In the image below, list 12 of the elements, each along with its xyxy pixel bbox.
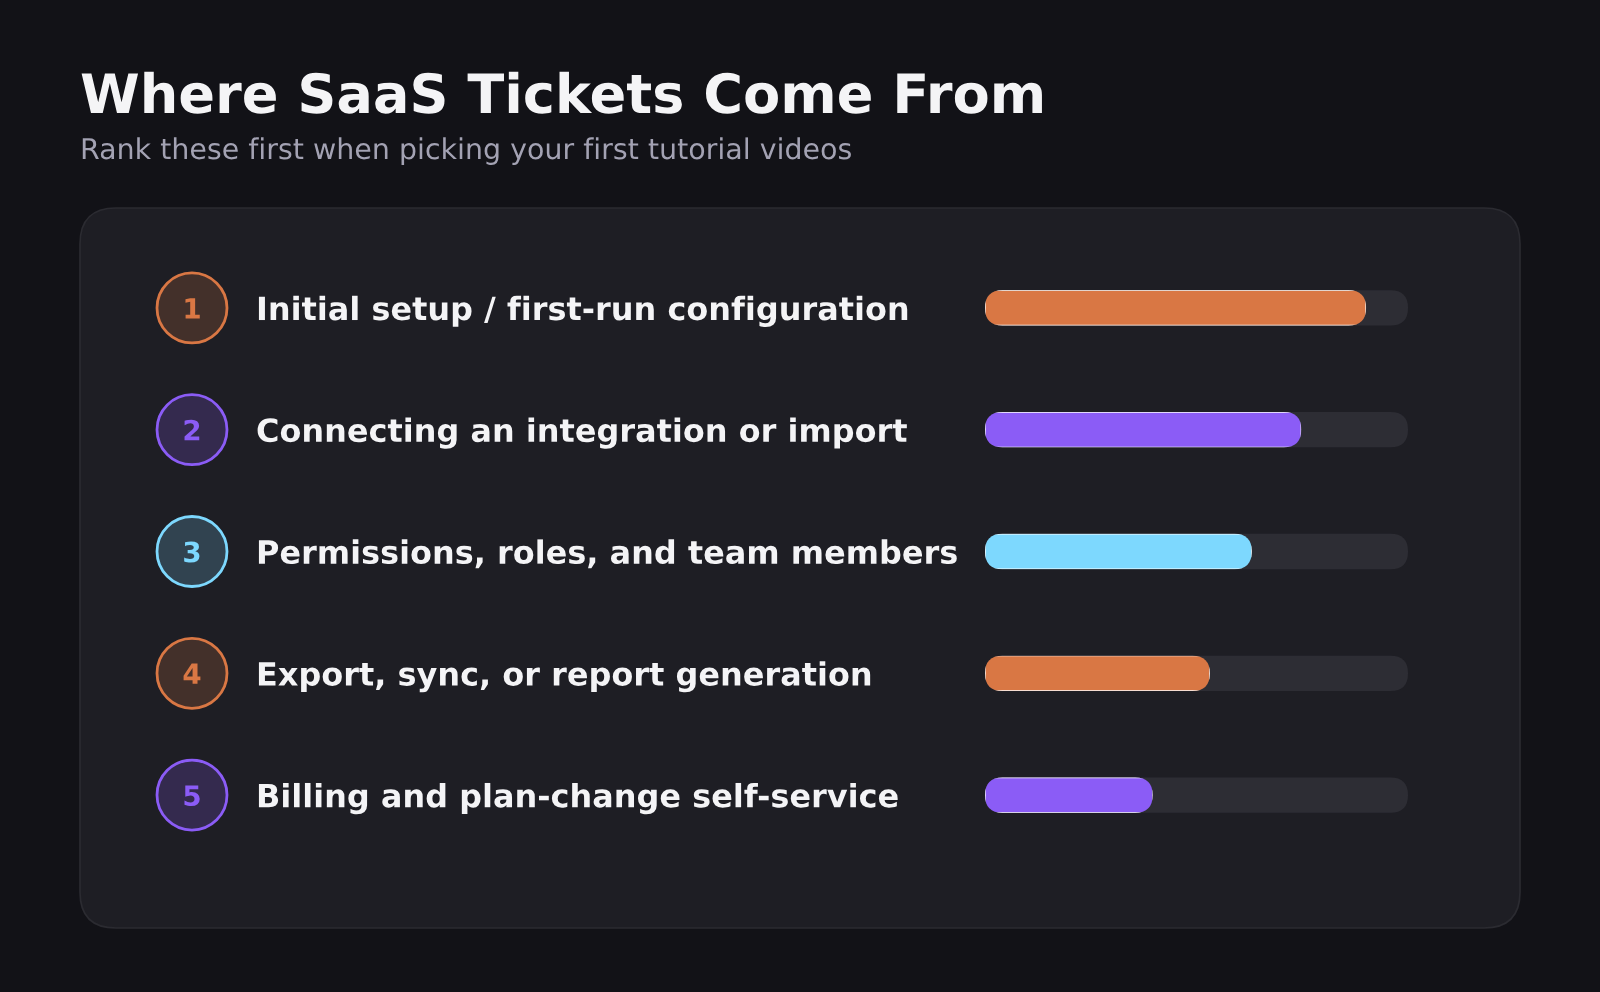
y-tick-label: Connecting an integration or import bbox=[257, 417, 907, 449]
y-tick-label: Initial setup / first-run configuration bbox=[258, 295, 908, 327]
text: Rank these first when picking your first tutorial videos bbox=[82, 137, 851, 165]
y-tick-label: Permissions, roles, and team members bbox=[258, 539, 957, 569]
text: 3 bbox=[184, 541, 200, 563]
text: 5 bbox=[184, 785, 200, 807]
chart-title: Where SaaS Tickets Come From bbox=[81, 71, 1042, 114]
text: 1 bbox=[185, 298, 200, 319]
y-tick-label: Export, sync, or report generation bbox=[258, 661, 871, 693]
text: 4 bbox=[183, 663, 201, 684]
text: 2 bbox=[184, 419, 200, 441]
y-tick-label: Billing and plan-change self-service bbox=[258, 782, 898, 815]
